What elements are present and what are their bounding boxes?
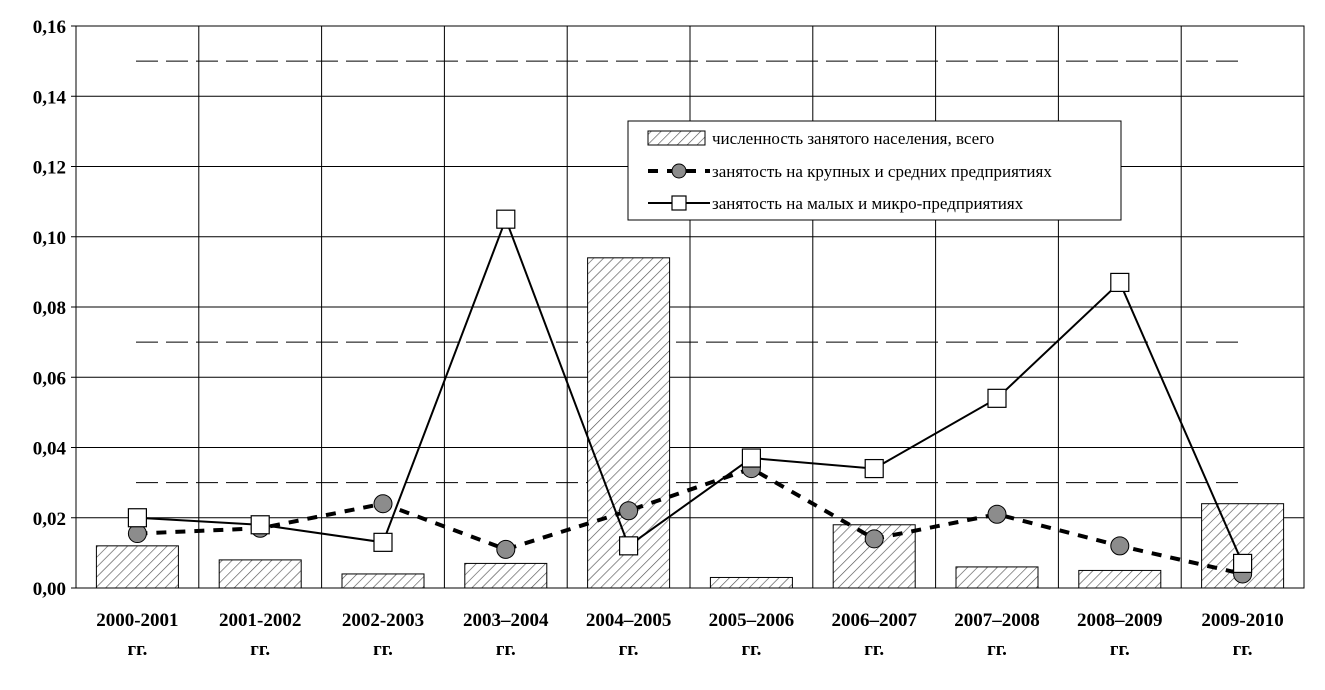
x-tick-label-suffix: гг. (619, 639, 639, 660)
point-small-micro (496, 209, 516, 229)
x-tick-label: 2009-2010 (1201, 610, 1283, 631)
y-tick-label: 0,08 (33, 298, 66, 319)
y-tick-label: 0,10 (33, 228, 66, 249)
x-tick-label-suffix: гг. (741, 639, 761, 660)
legend-box (627, 120, 1122, 221)
x-tick-label: 2001-2002 (219, 610, 301, 631)
point-small-micro (1110, 272, 1130, 293)
bar (341, 573, 425, 589)
legend-label: численность занятого населения, всего (712, 129, 994, 148)
x-tick-label: 2002-2003 (342, 610, 424, 631)
x-tick-label: 2003–2004 (463, 610, 549, 631)
y-tick-label: 0,06 (33, 368, 66, 389)
x-tick-label: 2007–2008 (954, 610, 1040, 631)
legend-label: занятость на крупных и средних предприят… (712, 162, 1052, 181)
grid (75, 25, 1305, 589)
point-large-medium (987, 504, 1007, 524)
legend-marker-square (671, 195, 687, 211)
y-tick-label: 0,12 (33, 158, 66, 179)
bar (95, 545, 179, 589)
series-line-large-medium (137, 466, 1244, 576)
x-tick-label: 2004–2005 (586, 610, 672, 631)
x-tick-label-suffix: гг. (1110, 639, 1130, 660)
line-series (127, 209, 1253, 584)
point-small-micro (987, 388, 1007, 408)
x-tick-label: 2008–2009 (1077, 610, 1163, 631)
y-tick-label: 0,16 (33, 17, 66, 38)
point-small-micro (127, 508, 147, 528)
legend-label: занятость на малых и микро-предприятиях (712, 194, 1024, 213)
point-large-medium (864, 529, 884, 549)
x-tick-label-suffix: гг. (373, 639, 393, 660)
x-tick-label: 2006–2007 (831, 610, 917, 631)
x-tick-label: 2000-2001 (96, 610, 178, 631)
series-line-small-micro (137, 216, 1244, 564)
point-small-micro (618, 536, 639, 556)
point-small-micro (864, 458, 884, 479)
legend: численность занятого населения, всего зан… (627, 120, 1122, 221)
x-tick-label: 2005–2006 (709, 610, 795, 631)
bar (1078, 569, 1162, 589)
bar (464, 562, 548, 589)
legend-swatch-bar (647, 130, 706, 146)
point-large-medium (619, 501, 639, 521)
x-tick-label-suffix: гг. (864, 639, 884, 660)
point-small-micro (741, 448, 762, 468)
y-tick-label: 0,14 (33, 87, 67, 108)
point-large-medium (496, 539, 516, 559)
axes: 0,00 0,02 0,04 0,06 0,08 0,10 0,12 0,14 0,16 2000… (33, 17, 1284, 660)
x-tick-label-suffix: гг. (1233, 639, 1253, 660)
x-tick-label-suffix: гг. (250, 639, 270, 660)
point-small-micro (1232, 553, 1253, 574)
bar (709, 576, 793, 589)
point-large-medium (1110, 536, 1130, 556)
point-small-micro (373, 532, 393, 552)
bar (587, 257, 671, 589)
y-tick-label: 0,04 (33, 439, 67, 460)
point-small-micro (250, 515, 270, 535)
y-tick-label: 0,00 (33, 579, 66, 600)
y-tick-label: 0,02 (33, 509, 66, 530)
x-tick-label-suffix: гг. (987, 639, 1007, 660)
x-tick-label-suffix: гг. (496, 639, 516, 660)
bar (218, 559, 302, 589)
legend-marker-circle (671, 163, 687, 179)
bar (955, 566, 1039, 589)
bar-series (95, 257, 1285, 589)
x-tick-label-suffix: гг. (127, 639, 147, 660)
point-large-medium (373, 494, 393, 514)
